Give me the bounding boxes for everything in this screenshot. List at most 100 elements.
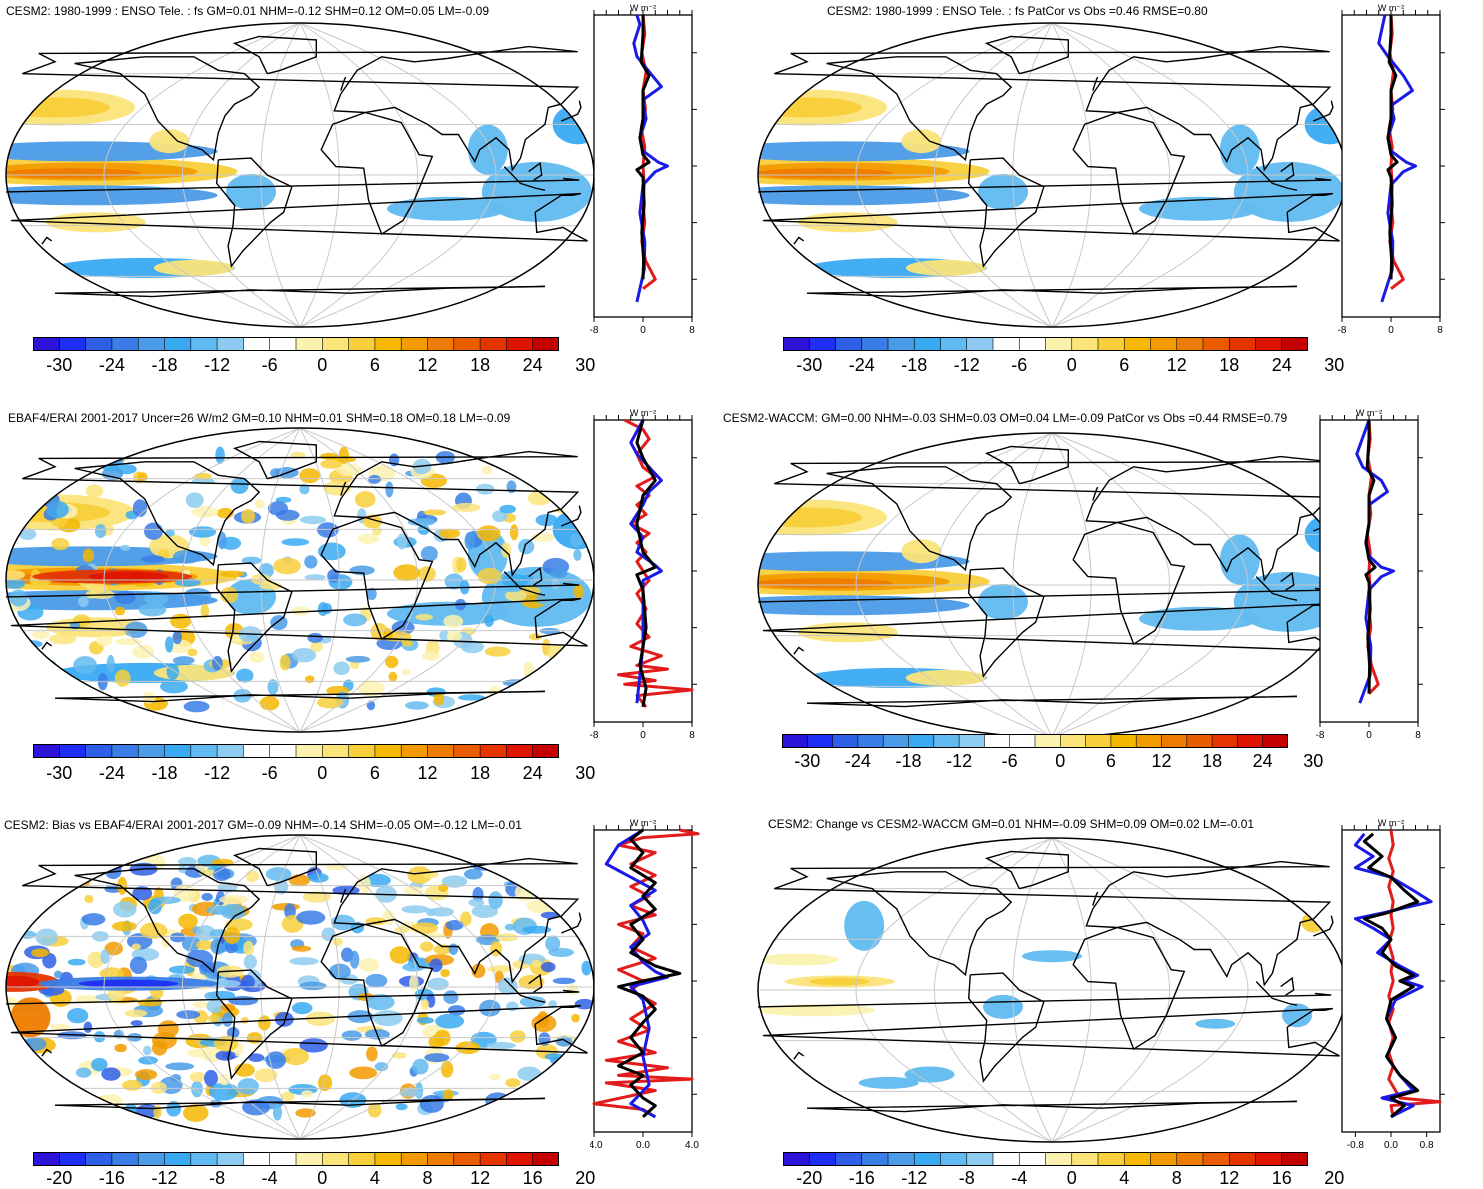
anomaly-region <box>114 669 131 687</box>
colorbar-box <box>269 337 297 351</box>
colorbar-box <box>914 1152 941 1166</box>
anomaly-region <box>505 589 527 602</box>
anomaly-region <box>456 557 467 572</box>
anomaly-region <box>56 679 78 686</box>
anomaly-region <box>51 537 70 551</box>
anomaly-region <box>304 675 315 684</box>
colorbar-labels: -30 -24 -18 -12 -6 0 6 12 18 24 30 <box>0 751 1483 771</box>
anomaly-region <box>548 947 574 957</box>
anomaly-region <box>1022 950 1082 963</box>
anomaly-region <box>166 1101 182 1117</box>
colorbar-box <box>269 744 297 758</box>
anomaly-region <box>169 932 186 943</box>
profile-line-black <box>617 828 682 1119</box>
anomaly-region <box>6 185 218 206</box>
anomaly-region <box>439 629 450 642</box>
anomaly-region <box>31 948 50 958</box>
anomaly-region <box>758 953 839 966</box>
anomaly-region <box>581 960 592 976</box>
anomaly-region <box>978 583 1028 620</box>
anomaly-region <box>220 570 245 578</box>
anomaly-region <box>132 499 148 517</box>
anomaly-region <box>291 606 310 616</box>
anomaly-region <box>18 528 37 540</box>
colorbar-box <box>1019 337 1046 351</box>
anomaly-region <box>219 894 249 905</box>
anomaly-region <box>419 1094 444 1113</box>
anomaly-region <box>185 492 204 508</box>
colorbar-box <box>1035 734 1061 748</box>
colorbar-tick-label: 12 <box>417 355 438 375</box>
anomaly-region <box>341 1030 362 1041</box>
colorbar-box <box>1098 337 1125 351</box>
anomaly-region <box>1219 124 1260 175</box>
anomaly-region <box>33 1090 53 1106</box>
anomaly-region <box>1233 571 1344 632</box>
colorbar-tick-label: -30 <box>46 763 73 783</box>
anomaly-region <box>423 509 447 516</box>
colorbar-tick-label: 4 <box>1119 1168 1130 1188</box>
anomaly-region <box>399 1088 423 1097</box>
anomaly-region <box>121 1079 143 1091</box>
colorbar-tick-label: -6 <box>261 763 278 783</box>
anomaly-region <box>44 1079 61 1086</box>
anomaly-region <box>241 508 256 524</box>
colorbar-tick-label: -24 <box>848 355 875 375</box>
anomaly-region <box>172 656 195 665</box>
anomaly-region <box>983 994 1023 1019</box>
anomaly-region <box>267 501 288 516</box>
colorbar-box <box>506 337 534 351</box>
anomaly-region <box>206 999 224 1014</box>
colorbar-tick-label: 24 <box>522 763 543 783</box>
colorbar-tick-label: -18 <box>895 751 922 771</box>
anomaly-region <box>78 596 89 608</box>
colorbar-box <box>243 1152 271 1166</box>
colorbar-box <box>190 1152 218 1166</box>
colorbar-tick-label: 24 <box>522 355 543 375</box>
anomaly-region <box>196 939 214 951</box>
anomaly-region <box>395 1103 408 1111</box>
colorbar-tick-label: -24 <box>98 355 125 375</box>
colorbar-box <box>1237 734 1264 748</box>
anomaly-region <box>75 1067 92 1078</box>
colorbar-box <box>322 744 350 758</box>
anomaly-region <box>410 922 439 934</box>
colorbar-box <box>966 1152 994 1166</box>
profile-line-red <box>1387 829 1442 1118</box>
anomaly-region <box>488 891 503 910</box>
colorbar-tick-label: 30 <box>575 355 596 375</box>
colorbar-box <box>401 744 428 758</box>
anomaly-region <box>230 477 249 494</box>
anomaly-region <box>412 1058 429 1075</box>
anomaly-region <box>23 912 34 919</box>
anomaly-region <box>403 886 423 896</box>
anomaly-region <box>141 555 166 563</box>
graticule <box>6 834 594 1140</box>
anomaly-region <box>115 638 142 645</box>
colorbar-box <box>138 337 165 351</box>
anomaly-region <box>573 584 584 599</box>
anomaly-region <box>27 892 43 908</box>
anomaly-region <box>445 919 464 931</box>
colorbar-box <box>322 1152 350 1166</box>
anomaly-region <box>481 161 592 222</box>
anomaly-region <box>187 648 198 657</box>
anomaly-region <box>320 452 339 460</box>
anomaly-region <box>476 525 501 542</box>
zonal-profile: W m⁻²-4.00.04.060N30N030S60S <box>590 818 700 1151</box>
anomaly-region <box>114 590 136 605</box>
anomaly-region <box>82 548 95 563</box>
colorbar-box <box>427 337 455 351</box>
panel-title: CESM2: Change vs CESM2-WACCM GM=0.01 NHM… <box>768 817 1255 831</box>
anomaly-region <box>357 680 385 697</box>
anomaly-region <box>6 1035 22 1048</box>
colorbar-box <box>374 744 402 758</box>
anomaly-region <box>307 632 323 643</box>
colorbar-tick-label: 18 <box>470 763 491 783</box>
colorbar-box <box>940 1152 968 1166</box>
colorbar-box <box>85 337 113 351</box>
colorbar-tick-label: -12 <box>204 763 231 783</box>
anomaly-region <box>279 654 291 671</box>
colorbar-tick-label: 24 <box>1252 751 1273 771</box>
anomaly-region <box>320 459 343 469</box>
